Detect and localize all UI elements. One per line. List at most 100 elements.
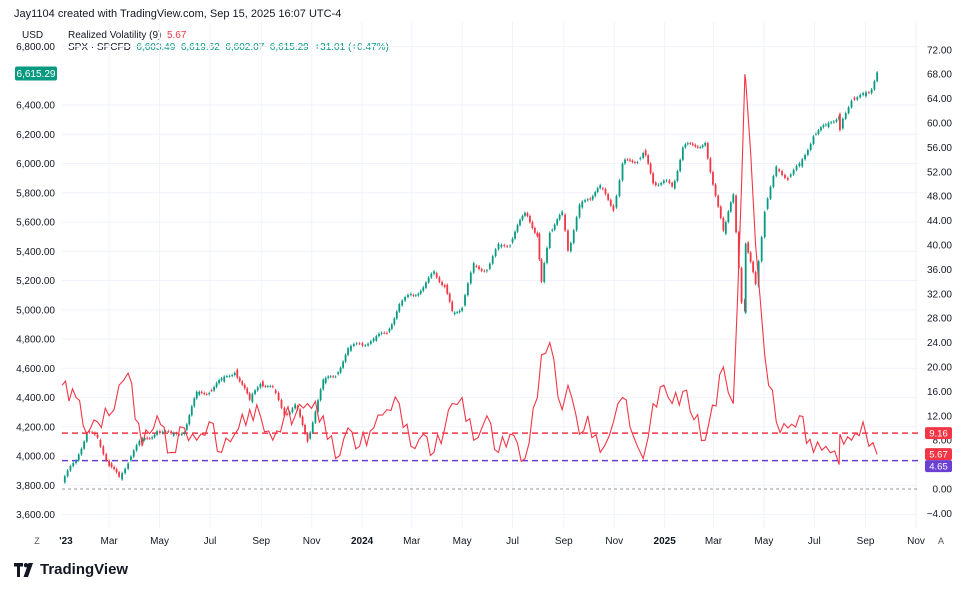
candle-body: [862, 93, 864, 95]
candle-body: [526, 213, 529, 216]
candle-body: [483, 270, 486, 272]
candle-body: [599, 185, 602, 189]
x-tick-label: Nov: [303, 536, 321, 547]
candle-body: [722, 217, 725, 231]
candle-body: [621, 163, 624, 181]
candle-body: [642, 152, 645, 158]
candle-body: [93, 432, 96, 435]
candle-body: [784, 174, 786, 178]
left-tick-label: 4,600.00: [16, 364, 55, 375]
candle-body: [283, 407, 286, 416]
candle-body: [749, 252, 752, 262]
candle-body: [99, 439, 102, 447]
right-tick-label: 72.00: [927, 45, 952, 56]
candle-body: [488, 263, 491, 269]
candle-body: [644, 150, 647, 156]
chart-attribution-header: Jay1104 created with TradingView.com, Se…: [14, 8, 342, 20]
spx-legend-change: +31.01 (+0.47%): [314, 42, 389, 53]
candle-body: [714, 184, 717, 196]
candle-body: [213, 386, 216, 391]
candle-body: [699, 147, 702, 148]
left-tick-label: 6,800.00: [16, 42, 55, 53]
left-price-axis: 3,600.00 3,800.00 4,000.00 4,200.00 4,400.00…: [16, 42, 55, 521]
candle-body: [596, 188, 599, 193]
candle-body: [241, 381, 244, 385]
rv-line: [61, 74, 878, 465]
candle-body: [567, 230, 569, 251]
candle-body: [261, 381, 264, 387]
candle-body: [175, 433, 178, 434]
candle-body: [380, 332, 383, 334]
candle-body: [766, 198, 769, 209]
candle-body: [744, 243, 747, 313]
candle-body: [91, 432, 94, 434]
candle-body: [422, 287, 425, 291]
x-tick-label: 2025: [654, 536, 677, 547]
left-tick-label: 4,400.00: [16, 393, 55, 404]
x-tick-label: 2024: [351, 536, 374, 547]
candle-body: [694, 144, 697, 147]
candle-body: [564, 214, 566, 231]
candle-body: [407, 294, 409, 298]
candle-body: [304, 425, 306, 434]
tradingview-logo[interactable]: TradingView: [14, 561, 128, 578]
candle-body: [306, 433, 309, 442]
candle-body: [712, 172, 714, 185]
candle-body: [763, 212, 766, 238]
candle-body: [575, 217, 578, 231]
candle-body: [704, 142, 707, 146]
candle-body: [781, 171, 783, 175]
candle-body: [519, 219, 521, 226]
candle-body: [456, 312, 459, 314]
candle-body: [569, 242, 572, 252]
candle-body: [657, 184, 660, 186]
candle-body: [873, 81, 876, 90]
x-tick-label: May: [453, 536, 472, 547]
candle-body: [865, 92, 867, 97]
x-tick-label: Sep: [555, 536, 573, 547]
candle-body: [151, 437, 154, 439]
candle-body: [548, 232, 551, 248]
auto-scale-button[interactable]: A: [937, 536, 944, 546]
candle-body: [322, 379, 325, 390]
candle-body: [558, 214, 561, 220]
candle-body: [639, 157, 642, 160]
candle-body: [77, 454, 80, 461]
candle-body: [113, 466, 115, 470]
candle-body: [478, 266, 480, 270]
candle-body: [198, 391, 201, 395]
candle-body: [494, 249, 497, 257]
candle-body: [581, 201, 584, 208]
candle-body: [361, 343, 364, 346]
candle-body: [531, 222, 534, 229]
zoom-toggle-button[interactable]: Z: [34, 536, 40, 546]
candle-body: [401, 300, 404, 306]
candle-body: [839, 113, 841, 131]
candle-body: [358, 343, 361, 345]
candle-body: [676, 171, 679, 181]
candle-body: [618, 180, 621, 196]
candle-body: [259, 383, 262, 388]
x-tick-label: May: [150, 536, 169, 547]
candle-body: [634, 162, 636, 163]
candle-body: [835, 119, 838, 122]
candle-body: [448, 293, 451, 302]
candle-body: [143, 437, 146, 440]
candle-body: [427, 277, 430, 283]
candle-body: [69, 466, 72, 471]
rv-legend[interactable]: Realized Volatility (9) 5.67: [68, 30, 186, 41]
candle-body: [218, 380, 220, 384]
spx-legend[interactable]: SPX · SPCFD 6,603.49 6,619.62 6,602.07 6…: [68, 42, 389, 53]
candle-body: [735, 195, 737, 233]
candle-body: [684, 144, 687, 148]
candle-body: [691, 143, 694, 145]
candle-body: [327, 376, 330, 378]
right-tick-label: 12.00: [927, 411, 952, 422]
candle-body: [533, 228, 536, 233]
candle-body: [188, 415, 191, 425]
left-tick-label: 5,600.00: [16, 218, 55, 229]
candle-body: [724, 222, 727, 234]
candle-body: [719, 206, 722, 218]
candle-body: [264, 386, 267, 387]
